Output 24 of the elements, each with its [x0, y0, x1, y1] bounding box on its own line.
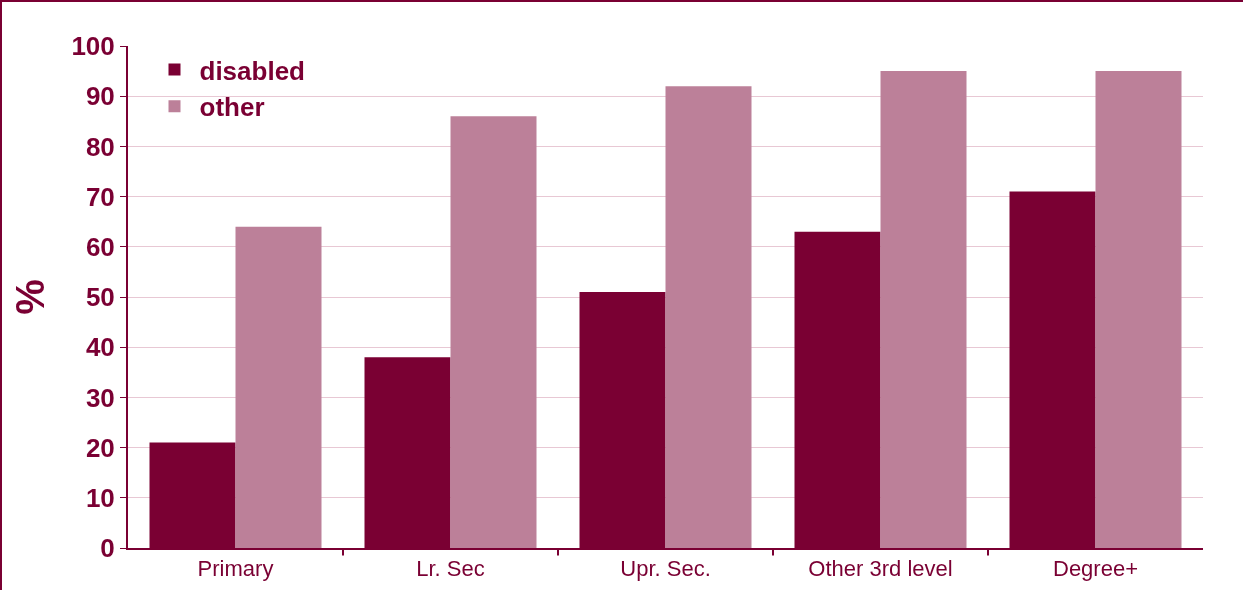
y-axis-title: %	[8, 279, 53, 315]
y-tick-label: 60	[85, 231, 115, 262]
bar	[665, 86, 752, 548]
y-tick-label: 40	[85, 332, 115, 363]
y-tick-label: 100	[71, 31, 115, 62]
y-tick-label: 80	[85, 131, 115, 162]
y-tick-label: 50	[85, 282, 115, 313]
bar	[450, 116, 537, 548]
bar	[1095, 71, 1182, 548]
legend-label: disabled	[199, 55, 305, 86]
bar	[235, 226, 322, 548]
x-tick-label: Primary	[197, 556, 274, 582]
x-tick-label: Lr. Sec	[416, 556, 485, 582]
x-tick-label: Other 3rd level	[808, 556, 953, 582]
y-tick-label: 10	[85, 482, 115, 513]
y-tick-label: 30	[85, 382, 115, 413]
y-tick-label: 70	[85, 181, 115, 212]
y-tick-label: 90	[85, 81, 115, 112]
y-tick-label: 0	[100, 533, 115, 564]
x-tick-label: Upr. Sec.	[620, 556, 711, 582]
bar	[880, 71, 967, 548]
y-tick-label: 20	[85, 432, 115, 463]
legend-label: other	[199, 92, 265, 123]
x-tick-label: Degree+	[1052, 556, 1139, 582]
